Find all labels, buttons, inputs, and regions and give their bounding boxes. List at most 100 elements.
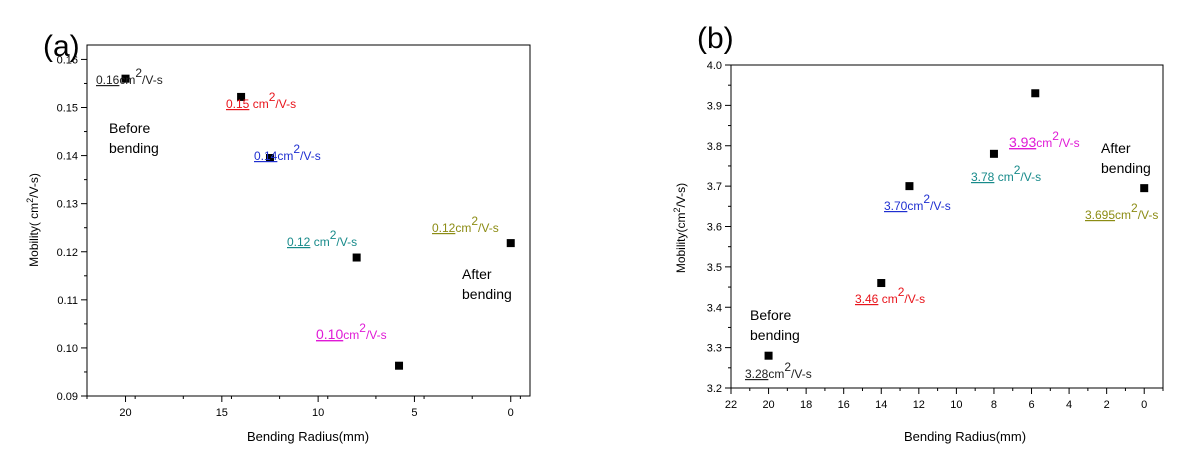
note-before-bending-b: Before bending: [750, 307, 800, 343]
annotation-a-3-value: 0.14: [254, 149, 278, 163]
annotation-a-1-unit: cm: [119, 73, 135, 87]
y-tick-label-a: 0.09: [57, 391, 78, 403]
y-tick-label-b: 3.8: [707, 141, 722, 153]
y-axis-title-b: Mobility(cm2/V-s): [672, 183, 688, 273]
note-before-bending-a: Before bending: [109, 120, 159, 156]
svg-text:3.78 cm2/V-s: 3.78 cm2/V-s: [971, 163, 1041, 184]
annotation-b-1-unit: cm: [768, 367, 784, 381]
annotation-b-1-sup: 2: [784, 360, 791, 374]
x-tick-label-b: 12: [913, 399, 925, 411]
annotation-b-2-tail: /V-s: [904, 292, 925, 306]
data-point-b-6: [1140, 184, 1149, 193]
annotation-a-6-unit: cm: [455, 221, 471, 235]
panel-label-a: (a): [43, 30, 80, 63]
x-tick-label-b: 16: [838, 399, 850, 411]
annotation-b-6-tail: /V-s: [1138, 208, 1159, 222]
y-tick-label-a: 0.15: [57, 103, 78, 115]
y-tick-label-b: 3.2: [707, 383, 722, 395]
data-point-a-6: [506, 239, 515, 248]
annotation-b-2: 3.46 cm2/V-s: [855, 285, 925, 306]
annotation-b-5-unit: cm: [1036, 136, 1052, 150]
annotation-a-3-sup: 2: [293, 142, 300, 156]
note-after-b-line2: bending: [1101, 160, 1151, 176]
y-axis-title-a-sup: 2: [25, 198, 35, 203]
svg-text:0.16cm2/V-s: 0.16cm2/V-s: [96, 66, 163, 87]
data-point-b-2: [877, 279, 886, 288]
annotation-b-4-sup: 2: [1014, 163, 1021, 177]
annotation-b-3-unit: cm: [907, 199, 923, 213]
y-tick-label-b: 3.3: [707, 343, 722, 355]
y-axis-title-b-main: Mobility(: [674, 229, 688, 274]
annotation-a-3-tail: /V-s: [300, 149, 321, 163]
note-before-a-line1: Before: [109, 120, 150, 136]
annotation-b-2-value: 3.46: [855, 292, 879, 306]
annotation-b-5-tail: /V-s: [1059, 136, 1080, 150]
annotation-a-2-tail: /V-s: [275, 97, 296, 111]
annotation-a-3-unit: cm: [277, 149, 293, 163]
data-point-a-5: [395, 361, 404, 370]
annotation-a-2: 0.15 cm2/V-s: [226, 90, 296, 111]
x-tick-label-b: 4: [1066, 399, 1072, 411]
annotation-b-2-sup: 2: [898, 285, 905, 299]
annotation-b-4-unit: cm: [994, 170, 1013, 184]
chart-panel-b: (b) 22 20 18 16 14 12 10 8 6 4 2 0 3.23.33.43.53.63…: [672, 22, 1164, 444]
x-tick-label-a: 20: [119, 407, 131, 419]
plot-frame-a: [86, 44, 531, 397]
svg-text:0.14cm2/V-s: 0.14cm2/V-s: [254, 142, 321, 163]
data-point-a-4: [352, 253, 361, 262]
y-tick-label-b: 4.0: [707, 60, 722, 72]
annotation-a-5-value: 0.10: [316, 326, 343, 342]
data-points-b: [764, 89, 1149, 360]
x-axis-b: 22 20 18 16 14 12 10 8 6 4 2 0: [725, 388, 1164, 411]
y-tick-label-a: 0.11: [57, 295, 78, 307]
data-point-a-2: [237, 92, 246, 101]
annotation-b-6-value: 3.695: [1085, 208, 1115, 222]
annotation-a-6-sup: 2: [471, 214, 478, 228]
note-before-a-line2: bending: [109, 140, 159, 156]
svg-text:0.12cm2/V-s: 0.12cm2/V-s: [432, 214, 499, 235]
y-tick-label-b: 3.9: [707, 100, 722, 112]
chart-panel-a: (a) 20 15 10 5 0 0.090.100.110.120.130.140.1…: [25, 30, 531, 444]
y-axis-title-b-close: ): [674, 183, 688, 187]
annotation-a-6-value: 0.12: [432, 221, 456, 235]
y-axis-a: 0.09 0.10 0.11 0.12 0.13 0.14 0.15 0.16: [57, 54, 87, 403]
annotation-b-1: 3.28cm2/V-s: [745, 360, 812, 381]
y-axis-b: 3.2 3.3 3.4 3.5 3.6 3.7 3.8 3.9 4.0: [707, 60, 731, 395]
svg-text:0.15 cm2/V-s: 0.15 cm2/V-s: [226, 90, 296, 111]
note-before-b-line2: bending: [750, 327, 800, 343]
svg-text:3.695cm2/V-s: 3.695cm2/V-s: [1085, 201, 1158, 222]
annotation-b-6-unit: cm: [1115, 208, 1131, 222]
annotation-b-3-value: 3.70: [884, 199, 908, 213]
x-tick-label-a: 5: [411, 407, 417, 419]
annotation-b-2-unit: cm: [878, 292, 897, 306]
data-point-a-1: [121, 74, 130, 83]
annotation-b-1-value: 3.28: [745, 367, 769, 381]
note-after-b-line1: After: [1101, 140, 1131, 156]
y-axis-title-b-mid: cm: [674, 213, 688, 229]
note-after-a-line2: bending: [462, 286, 512, 302]
y-tick-label-a: 0.12: [57, 247, 78, 259]
svg-text:3.93cm2/V-s: 3.93cm2/V-s: [1009, 129, 1080, 150]
annotation-a-4-value: 0.12: [287, 235, 311, 249]
x-axis-title-a: Bending Radius(mm): [247, 429, 369, 444]
annotation-b-4: 3.78 cm2/V-s: [971, 163, 1041, 184]
x-tick-label-a: 10: [312, 407, 324, 419]
svg-text:0.12 cm2/V-s: 0.12 cm2/V-s: [287, 228, 357, 249]
svg-text:0.10cm2/V-s: 0.10cm2/V-s: [316, 321, 387, 342]
annotation-b-3-sup: 2: [923, 192, 930, 206]
annotation-a-3: 0.14cm2/V-s: [254, 142, 321, 163]
annotation-a-1: 0.16cm2/V-s: [96, 66, 163, 87]
x-tick-label-b: 10: [950, 399, 962, 411]
annotation-b-1-tail: /V-s: [791, 367, 812, 381]
y-tick-label-a: 0.10: [57, 343, 78, 355]
annotation-a-5-sup: 2: [359, 321, 366, 335]
x-tick-label-a: 15: [216, 407, 228, 419]
x-tick-label-b: 0: [1141, 399, 1147, 411]
svg-text:3.28cm2/V-s: 3.28cm2/V-s: [745, 360, 812, 381]
y-tick-label-a: 0.13: [57, 199, 78, 211]
annotation-a-2-unit: cm: [249, 97, 268, 111]
annotation-b-5: 3.93cm2/V-s: [1009, 129, 1080, 150]
annotation-b-4-value: 3.78: [971, 170, 995, 184]
x-tick-label-b: 20: [762, 399, 774, 411]
annotation-a-5-unit: cm: [343, 328, 359, 342]
